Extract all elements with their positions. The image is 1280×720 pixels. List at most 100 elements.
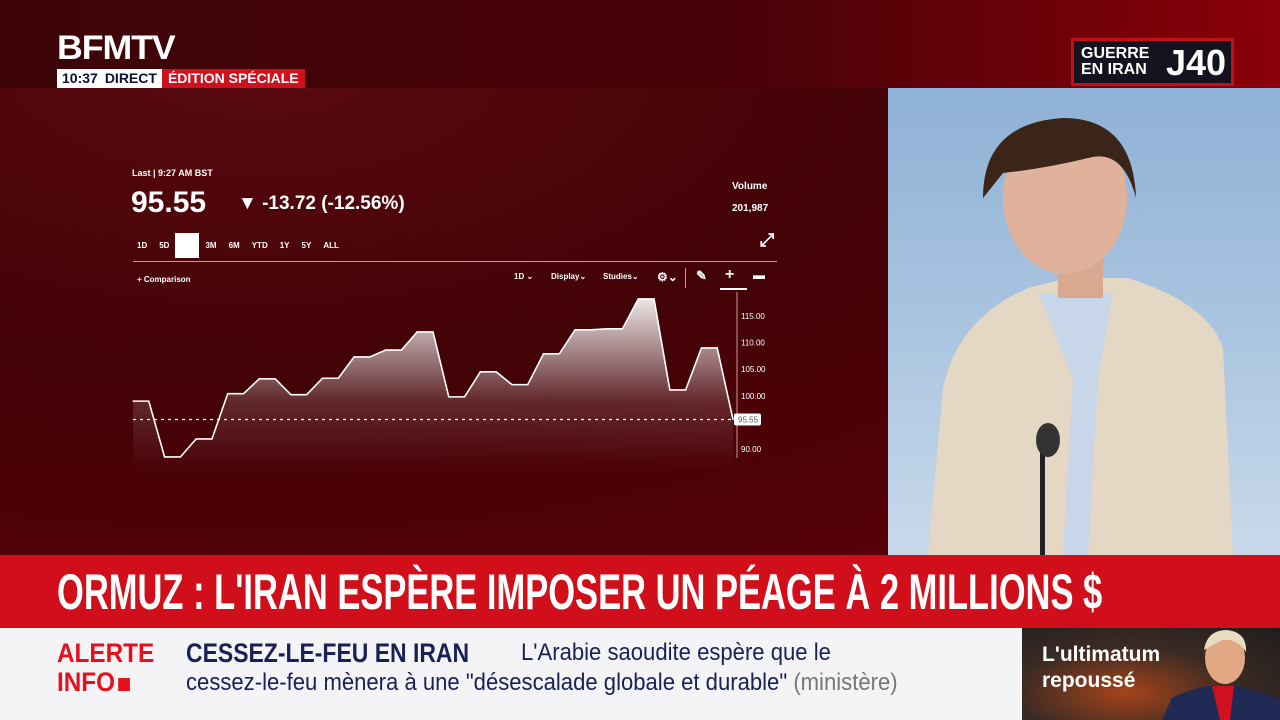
range-tab-1m[interactable]: 1M bbox=[175, 233, 200, 258]
last-price-marker bbox=[734, 413, 761, 426]
price-point bbox=[385, 349, 387, 351]
price-point bbox=[685, 389, 687, 391]
price-point bbox=[463, 396, 466, 398]
settings-icon[interactable]: ⚙⌄ bbox=[657, 270, 678, 284]
studio-video bbox=[888, 88, 1280, 555]
pencil-icon[interactable]: ✎ bbox=[696, 268, 707, 283]
price-point bbox=[258, 378, 260, 380]
alert-info-text: INFO bbox=[57, 667, 116, 697]
comment-icon[interactable]: ▬ bbox=[753, 268, 765, 282]
range-tab-ytd[interactable]: YTD bbox=[251, 241, 268, 250]
alert-line1: ALERTE bbox=[57, 638, 155, 668]
y-tick-label: 105.00 bbox=[741, 365, 766, 374]
price-point bbox=[211, 438, 213, 440]
interval-label: 1D bbox=[514, 272, 525, 281]
price-change: ▼ -13.72 (-12.56%) bbox=[238, 193, 405, 214]
promo-line1: L'ultimatum bbox=[1042, 643, 1161, 666]
interval-dropdown[interactable]: 1D ⌄ bbox=[514, 272, 534, 281]
last-time: Last | 9:27 AM BST bbox=[132, 168, 213, 178]
price-point bbox=[306, 394, 308, 396]
news-ticker: ALERTE INFO CESSEZ-LE-FEU EN IRAN L'Arabi… bbox=[0, 628, 1022, 720]
headline-banner: ORMUZ : L'IRAN ESPÈRE IMPOSER UN PÉAGE À… bbox=[0, 555, 1280, 628]
price-point bbox=[321, 377, 324, 379]
price-chart: 115.00 110.00 105.00 100.00 90.00 95.55 bbox=[132, 292, 766, 470]
price-point bbox=[527, 384, 529, 386]
price-point bbox=[732, 418, 734, 421]
price-point bbox=[242, 393, 245, 395]
badge-day: J40 bbox=[1166, 42, 1227, 83]
badge-line2: EN IRAN bbox=[1081, 61, 1147, 78]
range-tab-5y[interactable]: 5Y bbox=[301, 241, 312, 250]
promo-line2: repoussé bbox=[1042, 669, 1136, 692]
price-area bbox=[133, 298, 733, 470]
display-dropdown[interactable]: Display⌄ bbox=[551, 272, 587, 281]
price-point bbox=[163, 456, 166, 458]
price-point bbox=[400, 349, 403, 351]
guest-image bbox=[928, 118, 1233, 555]
price-point bbox=[337, 377, 339, 379]
ticker-line1: L'Arabie saoudite espère que le bbox=[521, 639, 831, 666]
y-tick-label: 110.00 bbox=[741, 339, 765, 348]
studies-dropdown[interactable]: Studies⌄ bbox=[603, 272, 639, 281]
y-tick-label: 100.00 bbox=[741, 392, 766, 401]
price-point bbox=[558, 353, 560, 355]
price: 95.55 bbox=[131, 186, 207, 219]
price-point bbox=[574, 329, 576, 331]
price-point bbox=[353, 356, 355, 358]
studies-label: Studies bbox=[603, 272, 632, 281]
price-point bbox=[432, 331, 434, 333]
divider bbox=[133, 261, 777, 262]
price-point bbox=[416, 331, 418, 333]
range-tab-1y[interactable]: 1Y bbox=[279, 241, 290, 250]
price-point bbox=[590, 329, 592, 331]
price-point bbox=[669, 389, 671, 391]
y-tick-label: 115.00 bbox=[741, 312, 765, 321]
price-point bbox=[542, 353, 545, 355]
price-point bbox=[148, 400, 150, 402]
clock: 10:37 bbox=[57, 69, 103, 88]
last-price-label: 95.55 bbox=[738, 415, 759, 424]
price-point bbox=[290, 394, 292, 396]
ticker-source: (ministère) bbox=[793, 669, 898, 696]
price-point bbox=[716, 347, 718, 349]
range-tab-all[interactable]: ALL bbox=[323, 241, 339, 250]
alert-info-label: ALERTE INFO bbox=[57, 639, 154, 697]
headline-text: ORMUZ : L'IRAN ESPÈRE IMPOSER UN PÉAGE À… bbox=[57, 564, 1103, 620]
war-day-badge: GUERRE EN IRAN J40 bbox=[1071, 38, 1234, 86]
range-tab-5d[interactable]: 5D bbox=[159, 241, 170, 250]
price-point bbox=[606, 328, 608, 330]
price-point bbox=[195, 438, 197, 440]
volume-value: 201,987 bbox=[732, 203, 769, 214]
price-point bbox=[369, 356, 371, 358]
price-point bbox=[511, 384, 513, 386]
ticker-line2: cessez-le-feu mènera à une "désescalade … bbox=[186, 669, 898, 697]
price-point bbox=[179, 456, 181, 458]
price-point bbox=[621, 328, 624, 330]
display-label: Display bbox=[551, 272, 580, 281]
badge-line1: GUERRE bbox=[1081, 45, 1150, 62]
price-point bbox=[653, 298, 655, 300]
price-point bbox=[700, 347, 703, 349]
bfmtv-logo: BFMTV bbox=[57, 29, 176, 67]
expand-icon[interactable]: ⤢ bbox=[760, 230, 775, 250]
price-point bbox=[479, 371, 481, 373]
ticker-line2-text: cessez-le-feu mènera à une "désescalade … bbox=[186, 669, 788, 696]
live-strap: 10:37 DIRECT ÉDITION SPÉCIALE bbox=[57, 69, 305, 88]
range-tab-6m[interactable]: 6M bbox=[228, 241, 240, 250]
price-point bbox=[495, 371, 497, 373]
promo-tile: L'ultimatum repoussé bbox=[1022, 628, 1280, 720]
range-tab-1d[interactable]: 1D bbox=[137, 241, 148, 250]
ticker-title: CESSEZ-LE-FEU EN IRAN bbox=[186, 638, 470, 668]
alert-line2: INFO bbox=[57, 668, 154, 697]
y-tick-label: 90.00 bbox=[741, 445, 762, 454]
range-tab-3m[interactable]: 3M bbox=[205, 241, 217, 250]
price-point bbox=[274, 378, 276, 380]
price-point bbox=[448, 396, 450, 398]
crosshair-underline bbox=[720, 288, 747, 290]
comparison-button[interactable]: + Comparison bbox=[137, 275, 191, 284]
price-point bbox=[227, 393, 229, 395]
live-label: DIRECT bbox=[102, 69, 162, 88]
crosshair-icon[interactable]: + bbox=[725, 266, 735, 283]
toolbar-divider bbox=[685, 268, 686, 288]
range-tabs: 1D 5D 1M 3M 6M YTD 1Y 5Y ALL bbox=[131, 233, 345, 258]
